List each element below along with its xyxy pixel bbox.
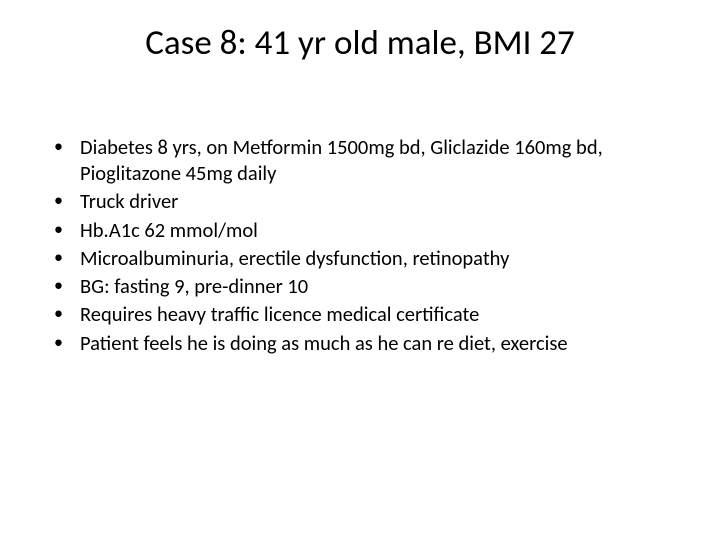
list-item: Patient feels he is doing as much as he …	[54, 330, 680, 356]
slide-container: Case 8: 41 yr old male, BMI 27 Diabetes …	[0, 0, 720, 540]
list-item: Microalbuminuria, erectile dysfunction, …	[54, 245, 680, 271]
list-item: BG: fasting 9, pre-dinner 10	[54, 273, 680, 299]
list-item: Diabetes 8 yrs, on Metformin 1500mg bd, …	[54, 134, 680, 186]
bullet-list: Diabetes 8 yrs, on Metformin 1500mg bd, …	[40, 134, 680, 356]
slide-title: Case 8: 41 yr old male, BMI 27	[40, 22, 680, 64]
list-item: Requires heavy traffic licence medical c…	[54, 301, 680, 327]
list-item: Truck driver	[54, 188, 680, 214]
list-item: Hb.A1c 62 mmol/mol	[54, 217, 680, 243]
